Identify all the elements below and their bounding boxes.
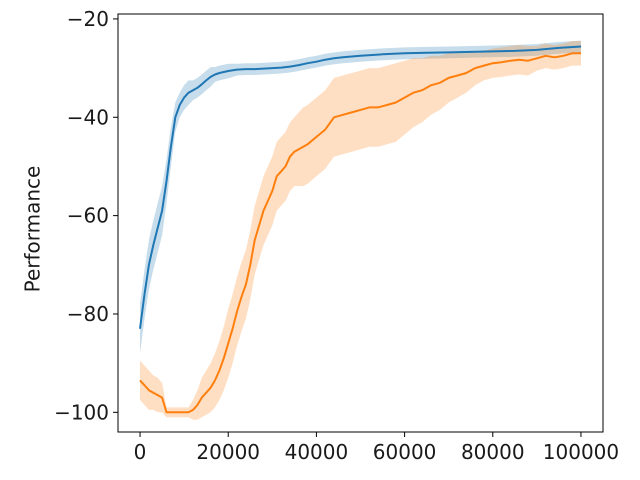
y-axis-label: Performance — [21, 166, 45, 293]
x-axis: 0 20000 40000 60000 80000 100000 — [134, 432, 619, 464]
x-tick-label: 100000 — [543, 440, 619, 464]
series-2-line — [139, 52, 581, 414]
y-axis: −20 −40 −60 −80 −100 — [54, 7, 118, 424]
axes-frame — [117, 13, 604, 433]
x-tick-label: 40000 — [285, 440, 349, 464]
y-tick-label: −60 — [67, 204, 109, 228]
plot-area — [139, 40, 582, 420]
y-tick-label: −80 — [67, 302, 109, 326]
y-tick-label: −100 — [54, 400, 109, 424]
x-tick-label: 80000 — [461, 440, 525, 464]
x-tick-label: 20000 — [196, 440, 260, 464]
x-tick-label: 60000 — [373, 440, 437, 464]
y-tick-label: −20 — [67, 7, 109, 31]
series-1-line — [139, 45, 582, 329]
y-tick-label: −40 — [67, 105, 109, 129]
x-tick-label: 0 — [134, 440, 147, 464]
series-2-band — [140, 41, 581, 420]
